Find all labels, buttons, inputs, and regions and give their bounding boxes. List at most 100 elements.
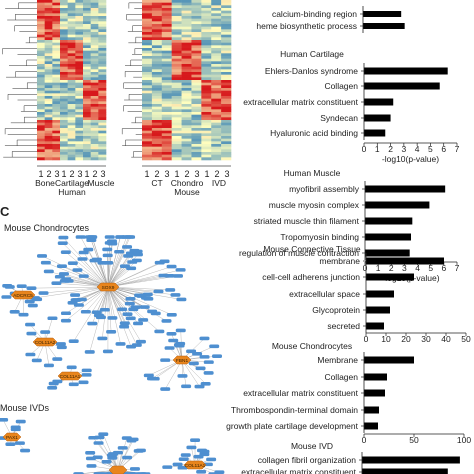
gene-node (81, 373, 92, 377)
species-label-mouse: Mouse (174, 187, 200, 197)
heatmap-cell (191, 154, 202, 158)
heatmap-cell (52, 72, 61, 75)
gene-node (203, 371, 214, 375)
heatmap-cell (181, 114, 192, 118)
heatmap-cell (181, 13, 192, 17)
heatmap-cell (221, 40, 232, 43)
network-edge (45, 262, 109, 288)
heatmap-cell (52, 21, 61, 25)
heatmap-cell (75, 72, 84, 75)
heatmap-cell (171, 138, 182, 142)
heatmap-cell (151, 125, 163, 129)
heatmap-cell (44, 157, 53, 161)
x-tick-label: 0 (363, 263, 368, 273)
heatmap-cell (191, 69, 202, 73)
chart-title: Human Muscle (284, 168, 341, 178)
heatmap-cell (151, 45, 163, 49)
heatmap-cell (98, 141, 107, 145)
category-label: extracellular space (289, 289, 360, 299)
heatmap-cell (211, 136, 222, 139)
gene-node (119, 321, 130, 326)
bar (364, 422, 378, 430)
heatmap-cell (171, 64, 182, 67)
heatmap-cell (83, 32, 91, 35)
heatmap-cell (67, 77, 76, 81)
heatmap-cell (191, 146, 202, 150)
hub-node (108, 465, 128, 474)
chart-title: Mouse Connective Tissue (263, 244, 361, 254)
heatmap-cell (151, 136, 163, 139)
network-nodes: SOX9 ADCRC5 COL11A2 COL11A1 FBN1 (1, 235, 223, 391)
gene-node (102, 253, 113, 258)
heatmap-cell (52, 0, 61, 3)
gene-node (102, 349, 113, 354)
heatmap-cell (142, 157, 153, 161)
heatmap-cell (221, 109, 232, 113)
heatmap-cell (98, 53, 107, 57)
heatmap-cell (37, 90, 45, 94)
gene-node (125, 297, 136, 301)
heatmap-cell (201, 136, 212, 139)
heatmap-cell (171, 141, 182, 145)
network-edge (103, 434, 119, 471)
heatmap-cell (151, 69, 163, 73)
heatmap-cell (181, 106, 192, 110)
tick-label: 2 (214, 169, 219, 179)
heatmap-cell (60, 21, 68, 25)
gene-node (168, 338, 179, 343)
heatmap-cell (98, 109, 107, 113)
heatmap-cell (191, 66, 202, 70)
heatmap-cell (60, 34, 68, 38)
heatmap-cell (60, 144, 68, 147)
heatmap-cell (90, 24, 99, 27)
heatmap-cell (221, 29, 232, 33)
heatmap-cell (67, 146, 76, 150)
gene-node (196, 469, 207, 474)
gene-node (177, 374, 188, 378)
heatmap-cell (90, 72, 99, 75)
heatmap-cell (37, 88, 45, 91)
heatmap-cell (201, 8, 212, 11)
heatmap-cell (221, 93, 232, 97)
network-edge (48, 271, 109, 288)
heatmap-cell (60, 32, 68, 35)
category-label: Membrane (317, 355, 358, 365)
heatmap-cell (181, 88, 192, 91)
heatmap-cell (67, 88, 76, 91)
heatmap-cell (98, 90, 107, 94)
heatmap-cell (83, 130, 91, 134)
network-edge (117, 440, 132, 471)
heatmap-cell (75, 58, 84, 62)
heatmap-cell (44, 21, 53, 25)
gene-node (194, 384, 205, 389)
heatmap-cell (52, 74, 61, 78)
heatmap-cell (67, 149, 76, 153)
category-label: Hyaluronic acid binding (270, 128, 358, 138)
heatmap-cell (191, 112, 202, 115)
heatmap-cell (75, 61, 84, 65)
heatmap-cell (98, 45, 107, 49)
heatmap-cell (98, 48, 107, 51)
heatmap-cell (90, 85, 99, 89)
heatmap-cell (67, 154, 76, 158)
heatmap-cell (83, 120, 91, 123)
gene-node (77, 257, 88, 261)
heatmap-cell (90, 88, 99, 91)
heatmap-cell (221, 50, 232, 54)
heatmap-cell (98, 58, 107, 62)
heatmap-cell (98, 56, 107, 59)
heatmap-cell (52, 152, 61, 155)
heatmap-cell (161, 40, 172, 43)
heatmap-cell (52, 117, 61, 121)
heatmap-cell (171, 32, 182, 35)
heatmap-cell (67, 101, 76, 105)
network-edge (107, 260, 137, 288)
heatmap-cell (52, 96, 61, 99)
network-edge (181, 359, 200, 387)
heatmap-cell (75, 136, 84, 139)
gene-node (165, 288, 176, 292)
tick-label: 1 (144, 169, 149, 179)
heatmap-cell (201, 40, 212, 43)
heatmap-cell (67, 122, 76, 126)
heatmap-cell (151, 18, 163, 22)
